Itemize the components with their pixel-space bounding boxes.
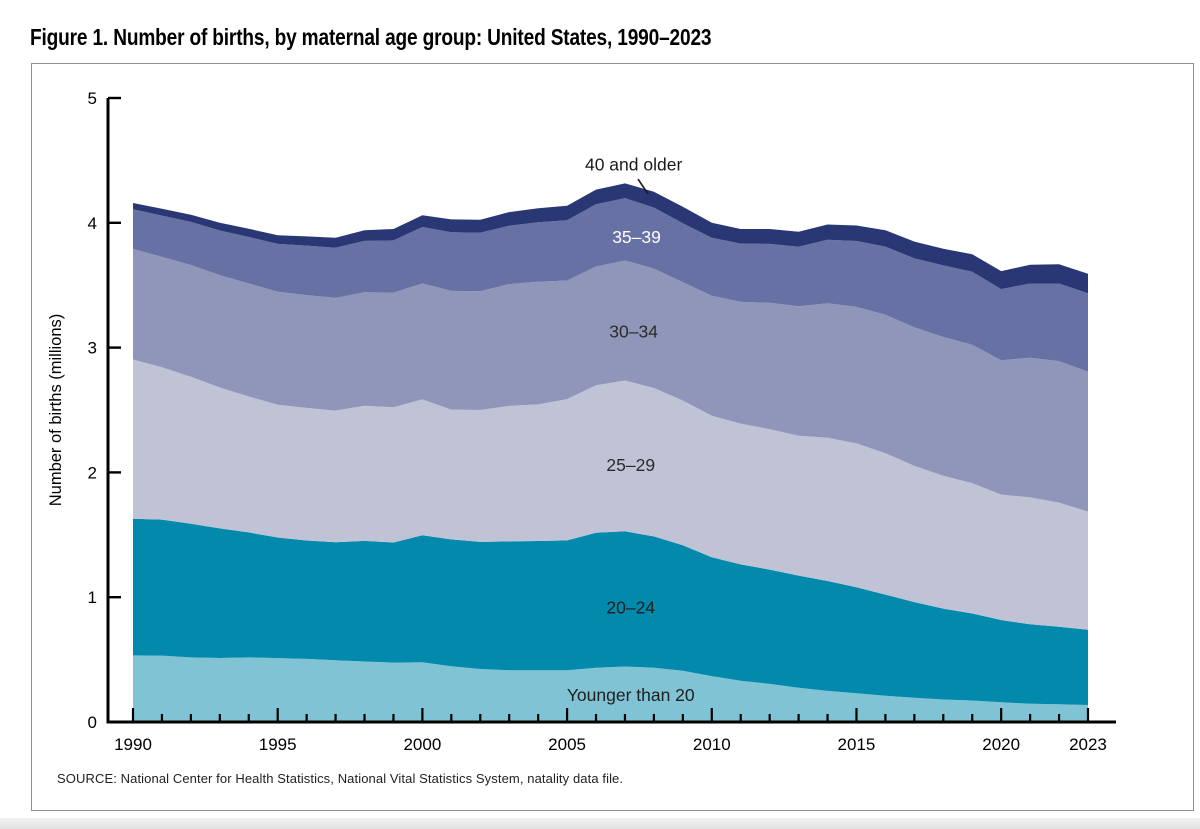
area-40-older <box>133 183 1088 294</box>
y-tick-label-5: 5 <box>88 89 97 108</box>
x-tick-label-2000: 2000 <box>403 735 441 754</box>
area-20-24 <box>133 518 1088 705</box>
x-tick-label-2020: 2020 <box>982 735 1020 754</box>
area-25-29 <box>133 359 1088 630</box>
label-20-24: 20–24 <box>606 597 655 617</box>
label-30-34: 30–34 <box>609 322 658 342</box>
area-younger-than-20 <box>133 655 1088 722</box>
figure-title: Figure 1. Number of births, by maternal … <box>30 24 712 50</box>
page-bottom-strip <box>0 818 1200 829</box>
x-tick-label-1995: 1995 <box>259 735 297 754</box>
y-tick-label-1: 1 <box>88 588 97 607</box>
y-tick-label-2: 2 <box>88 463 97 482</box>
source-note: SOURCE: National Center for Health Stati… <box>57 771 624 786</box>
y-tick-label-4: 4 <box>88 214 97 233</box>
label-35-39: 35–39 <box>612 227 661 247</box>
x-tick-label-1990: 1990 <box>114 735 152 754</box>
y-tick-label-0: 0 <box>88 713 97 732</box>
y-axis-title: Number of births (millions) <box>47 314 65 507</box>
label-40-older: 40 and older <box>585 154 682 174</box>
x-tick-label-2010: 2010 <box>693 735 731 754</box>
area-35-39 <box>133 198 1088 372</box>
y-tick-label-3: 3 <box>88 339 97 358</box>
x-tick-label-2023: 2023 <box>1069 735 1107 754</box>
x-tick-label-2015: 2015 <box>838 735 876 754</box>
label-25-29: 25–29 <box>606 455 655 475</box>
label-younger-than-20: Younger than 20 <box>567 685 695 705</box>
x-tick-label-2005: 2005 <box>548 735 586 754</box>
area-30-34 <box>133 248 1088 512</box>
label-40-older-leader-line <box>637 178 649 195</box>
